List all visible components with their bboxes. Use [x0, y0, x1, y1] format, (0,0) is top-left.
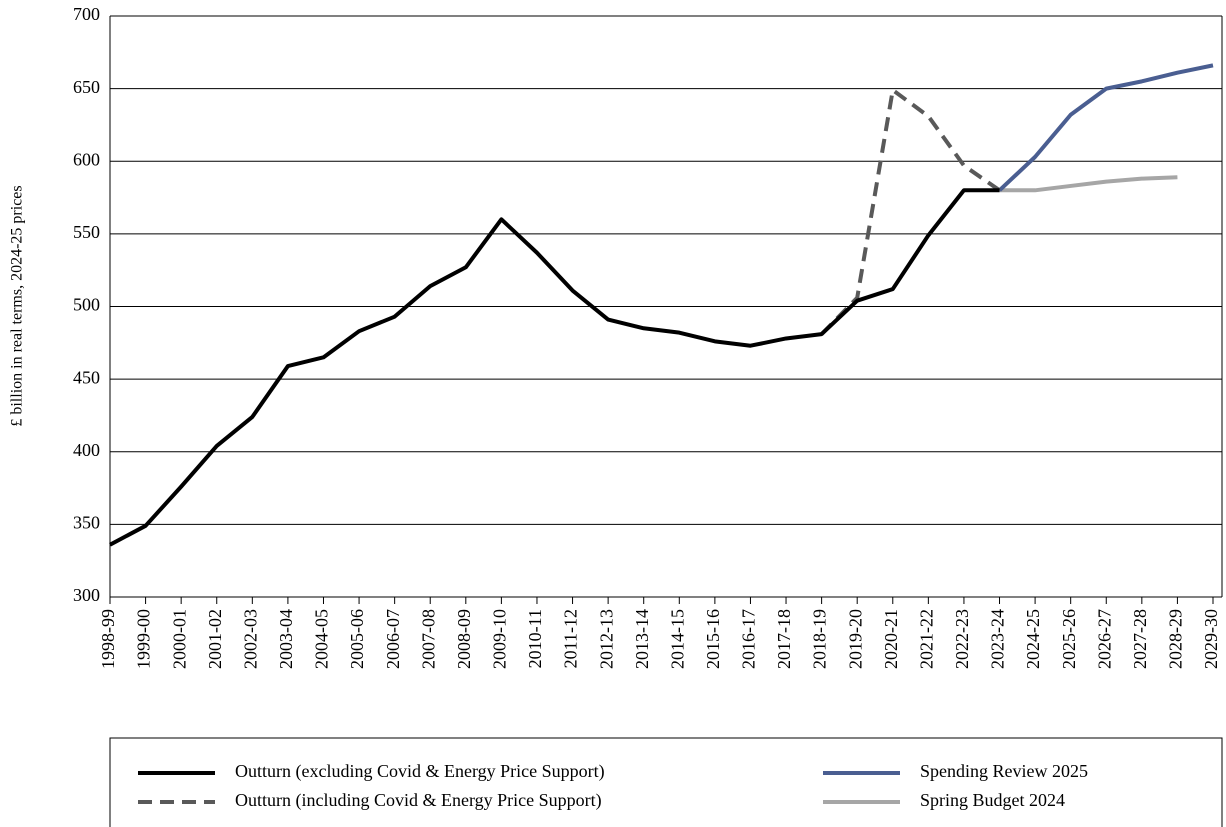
x-tick-label: 2014-15	[667, 609, 687, 669]
x-tick-label: 2017-18	[774, 609, 794, 669]
x-tick-label: 2025-26	[1059, 609, 1079, 669]
series-line	[999, 175, 1178, 193]
legend-box	[109, 737, 1223, 827]
x-tick-label: 2016-17	[739, 609, 759, 669]
x-tick-label: 2002-03	[240, 609, 260, 669]
y-tick-label: 550	[73, 222, 100, 242]
x-tick-label: 2005-06	[347, 609, 367, 669]
x-tick-label: 2001-02	[205, 609, 225, 669]
x-tick-label: 2021-22	[916, 609, 936, 669]
x-tick-label: 2024-25	[1023, 609, 1043, 669]
x-tick-label: 2000-01	[169, 609, 189, 669]
x-tick-label: 2019-20	[845, 609, 865, 669]
x-tick-label: 2006-07	[383, 609, 403, 669]
x-tick-label: 2008-09	[454, 609, 474, 669]
x-tick-label: 2028-29	[1166, 609, 1186, 669]
x-tick-label: 2004-05	[312, 609, 332, 669]
x-tick-label: 2007-08	[418, 609, 438, 669]
legend-label: Outturn (including Covid & Energy Price …	[235, 790, 602, 811]
y-tick-label: 650	[73, 77, 100, 97]
y-tick-label: 350	[73, 513, 100, 533]
x-tick-label: 2022-23	[952, 609, 972, 669]
series-line	[109, 188, 1000, 547]
y-tick-label: 600	[73, 149, 100, 169]
x-tick-label: 2003-04	[276, 609, 296, 669]
y-axis-label: £ billion in real terms, 2024-25 prices	[9, 185, 26, 426]
x-tick-label: 2020-21	[881, 609, 901, 669]
x-tick-label: 2018-19	[810, 609, 830, 669]
x-tick-label: 1998-99	[98, 609, 118, 669]
legend-label: Outturn (excluding Covid & Energy Price …	[235, 761, 605, 782]
x-tick-label: 2015-16	[703, 609, 723, 669]
x-tick-label: 2026-27	[1094, 609, 1114, 669]
x-tick-label: 2012-13	[596, 609, 616, 669]
series-line	[820, 88, 1001, 336]
x-tick-label: 2013-14	[632, 609, 652, 669]
y-tick-label: 300	[73, 585, 100, 605]
x-tick-label: 2027-28	[1130, 609, 1150, 669]
y-tick-label: 700	[73, 4, 100, 24]
series-line	[998, 63, 1214, 192]
x-tick-label: 1999-00	[134, 609, 154, 669]
x-tick-label: 2029-30	[1201, 609, 1221, 669]
y-tick-label: 450	[73, 367, 100, 387]
x-tick-label: 2010-11	[525, 609, 545, 668]
legend-label: Spending Review 2025	[920, 761, 1088, 781]
x-tick-label: 2023-24	[988, 609, 1008, 669]
legend-label: Spring Budget 2024	[920, 790, 1065, 810]
x-tick-label: 2011-12	[561, 609, 581, 668]
y-tick-label: 400	[73, 440, 100, 460]
x-tick-label: 2009-10	[490, 609, 510, 669]
y-tick-label: 500	[73, 295, 100, 315]
